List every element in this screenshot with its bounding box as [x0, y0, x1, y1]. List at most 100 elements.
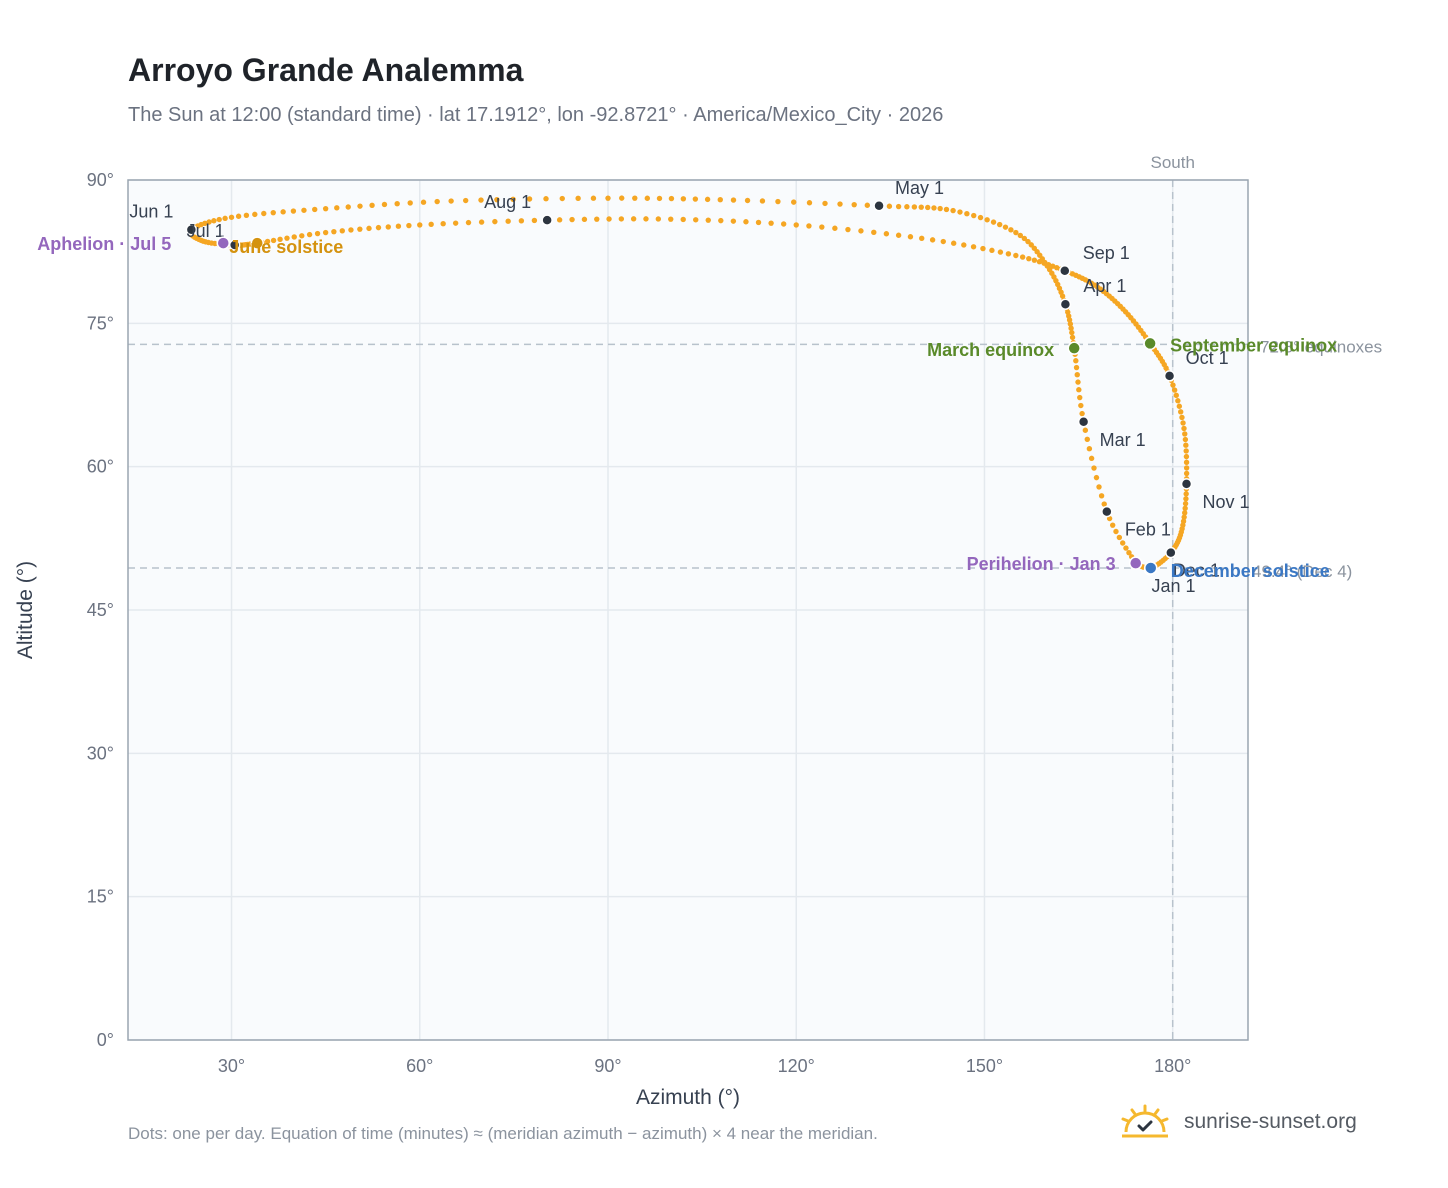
daily-sun-dot: [280, 209, 286, 215]
month-label: Nov 1: [1203, 492, 1250, 512]
daily-sun-dot: [1183, 465, 1190, 471]
daily-sun-dot: [1096, 484, 1102, 490]
daily-sun-dot: [1019, 254, 1026, 260]
daily-sun-dot: [961, 242, 967, 248]
daily-sun-dot: [252, 211, 258, 218]
daily-sun-dot: [1101, 501, 1107, 507]
daily-sun-dot: [911, 204, 918, 210]
y-tick-label: 0°: [97, 1030, 114, 1050]
daily-sun-dot: [780, 221, 787, 227]
brand[interactable]: sunrise-sunset.org: [1120, 1104, 1357, 1140]
daily-sun-dot: [228, 214, 235, 220]
daily-sun-dot: [1077, 394, 1083, 401]
month-label: Jul 1: [187, 221, 225, 241]
daily-sun-dot: [494, 196, 500, 203]
daily-sun-dot: [1182, 436, 1189, 443]
month-label: Jan 1: [1151, 576, 1195, 596]
daily-sun-dot: [1180, 420, 1186, 426]
daily-sun-dot: [428, 221, 434, 228]
daily-sun-dot: [243, 212, 250, 218]
month-label: Dec 1: [1173, 561, 1220, 581]
daily-sun-dot: [1123, 545, 1129, 551]
daily-sun-dot: [301, 207, 307, 213]
daily-sun-dot: [385, 224, 391, 230]
month-marker: [873, 200, 885, 212]
daily-sun-dot: [964, 210, 970, 217]
daily-sun-dot: [284, 235, 290, 241]
daily-sun-dot: [314, 230, 321, 237]
daily-sun-dot: [775, 198, 781, 205]
daily-sun-dot: [1068, 325, 1074, 331]
daily-sun-dot: [270, 209, 276, 216]
daily-sun-dot: [1076, 387, 1082, 393]
y-tick-label: 75°: [87, 313, 114, 333]
daily-sun-dot: [366, 225, 372, 232]
daily-sun-dot: [375, 224, 382, 231]
daily-sun-dot: [925, 204, 931, 211]
x-tick-label: 150°: [966, 1056, 1003, 1076]
daily-sun-dot: [235, 213, 242, 219]
daily-sun-dot: [478, 197, 484, 203]
daily-sun-dot: [605, 195, 611, 201]
daily-sun-dot: [417, 222, 423, 228]
month-marker: [541, 214, 553, 226]
daily-sun-dot: [1067, 321, 1074, 327]
x-tick-label: 120°: [778, 1056, 815, 1076]
event-marker: [1067, 341, 1081, 355]
month-marker: [1163, 370, 1176, 382]
daily-sun-dot: [819, 224, 825, 230]
south-label: South: [1150, 153, 1194, 172]
daily-sun-dot: [1025, 238, 1031, 245]
daily-sun-dot: [322, 229, 329, 236]
event-label: March equinox: [927, 340, 1054, 360]
daily-sun-dot: [1179, 414, 1185, 421]
daily-sun-dot: [919, 235, 925, 241]
daily-sun-dot: [704, 196, 711, 203]
daily-sun-dot: [950, 207, 956, 214]
daily-sun-dot: [543, 196, 549, 202]
daily-sun-dot: [618, 216, 625, 222]
daily-sun-dot: [420, 199, 427, 205]
daily-sun-dot: [322, 205, 329, 212]
daily-sun-dot: [339, 228, 345, 234]
daily-sun-dot: [656, 195, 663, 202]
sun-check-icon: [1121, 1104, 1169, 1138]
daily-sun-dot: [1078, 402, 1084, 409]
daily-sun-dot: [929, 237, 936, 243]
daily-sun-dot: [526, 196, 533, 202]
daily-sun-dot: [1069, 329, 1075, 336]
daily-sun-dot: [394, 200, 400, 207]
chart-title: Arroyo Grande Analemma: [128, 52, 524, 88]
daily-sun-dot: [406, 222, 412, 229]
daily-sun-dot: [505, 218, 511, 224]
daily-sun-dot: [465, 219, 472, 226]
daily-sun-dot: [518, 218, 525, 224]
daily-sun-dot: [1183, 491, 1189, 497]
x-tick-label: 30°: [218, 1056, 245, 1076]
daily-sun-dot: [478, 219, 485, 225]
daily-sun-dot: [632, 195, 638, 201]
daily-sun-dot: [668, 195, 675, 202]
daily-sun-dot: [744, 197, 751, 204]
daily-sun-dot: [1074, 371, 1080, 378]
daily-sun-dot: [575, 195, 581, 202]
daily-sun-dot: [957, 209, 963, 215]
daily-sun-dot: [531, 217, 538, 224]
daily-sun-dot: [907, 234, 914, 240]
daily-sun-dot: [871, 229, 877, 235]
y-tick-label: 45°: [87, 600, 114, 620]
daily-sun-dot: [1175, 398, 1181, 404]
daily-sun-dot: [1181, 514, 1187, 520]
month-label: Apr 1: [1083, 276, 1126, 296]
daily-sun-dot: [822, 200, 828, 207]
daily-sun-dot: [1106, 515, 1113, 522]
daily-sun-dot: [655, 216, 662, 222]
daily-sun-dot: [369, 202, 375, 209]
event-label: Perihelion · Jan 3: [967, 554, 1116, 574]
x-tick-label: 180°: [1154, 1056, 1191, 1076]
daily-sun-dot: [291, 234, 297, 240]
daily-sun-dot: [692, 196, 699, 202]
y-tick-label: 60°: [87, 457, 114, 477]
event-label: September equinox: [1170, 335, 1337, 355]
daily-sun-dot: [718, 217, 724, 224]
